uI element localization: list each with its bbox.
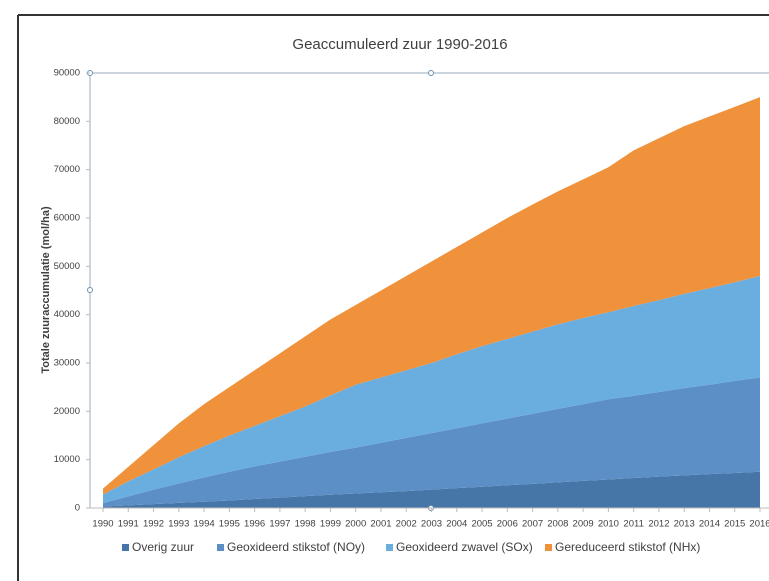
y-tick-label: 30000 [54, 358, 80, 369]
handle [87, 287, 93, 293]
x-tick-label: 2015 [724, 519, 745, 530]
area [103, 276, 760, 504]
x-tick-label: 1992 [143, 519, 164, 530]
legend-label: Gereduceerd stikstof (NHx) [555, 540, 700, 554]
x-tick-label: 1995 [219, 519, 240, 530]
x-tick-label: 2002 [396, 519, 417, 530]
x-tick-label: 2009 [573, 519, 594, 530]
x-tick-label: 1990 [92, 519, 113, 530]
y-tick-label: 60000 [54, 213, 80, 224]
x-tick-label: 2005 [471, 519, 492, 530]
y-tick-label: 40000 [54, 309, 80, 320]
y-tick-label: 70000 [54, 164, 80, 175]
legend-swatch [122, 544, 129, 551]
handle [428, 70, 434, 76]
x-tick-label: 1998 [295, 519, 316, 530]
legend-label: Overig zuur [132, 540, 194, 554]
x-tick-label: 2008 [547, 519, 568, 530]
y-tick-label: 10000 [54, 454, 80, 465]
x-tick-label: 2004 [446, 519, 467, 530]
x-tick-label: 2000 [345, 519, 366, 530]
x-tick-label: 2010 [598, 519, 619, 530]
x-tick-label: 2001 [370, 519, 391, 530]
x-tick-label: 2011 [623, 519, 643, 530]
legend-swatch [545, 544, 552, 551]
area [103, 97, 760, 495]
y-axis-title: Totale zuuraccumulatie (mol/ha) [40, 206, 52, 374]
x-tick-label: 1993 [168, 519, 189, 530]
y-tick-label: 80000 [54, 116, 80, 127]
x-tick-label: 1994 [194, 519, 215, 530]
legend-swatch [386, 544, 393, 551]
area [103, 471, 760, 508]
x-tick-label: 1997 [269, 519, 290, 530]
chart-title: Geaccumuleerd zuur 1990-2016 [292, 36, 507, 53]
x-tick-label: 1996 [244, 519, 265, 530]
y-tick-label: 20000 [54, 406, 80, 417]
x-tick-label: 2013 [674, 519, 695, 530]
y-tick-label: 90000 [54, 68, 80, 79]
x-tick-label: 2003 [421, 519, 442, 530]
x-tick-label: 2014 [699, 519, 720, 530]
x-tick-label: 1999 [320, 519, 341, 530]
x-tick-label: 2007 [522, 519, 543, 530]
x-tick-label: 1991 [118, 519, 139, 530]
x-tick-label: 2012 [648, 519, 669, 530]
legend-swatch [217, 544, 224, 551]
area [103, 377, 760, 507]
y-tick-label: 0 [75, 503, 80, 514]
y-tick-label: 50000 [54, 261, 80, 272]
x-tick-label: 2016 [749, 519, 769, 530]
legend-label: Geoxideerd stikstof (NOy) [227, 540, 365, 554]
x-tick-label: 2006 [497, 519, 518, 530]
legend-label: Geoxideerd zwavel (SOx) [396, 540, 533, 554]
